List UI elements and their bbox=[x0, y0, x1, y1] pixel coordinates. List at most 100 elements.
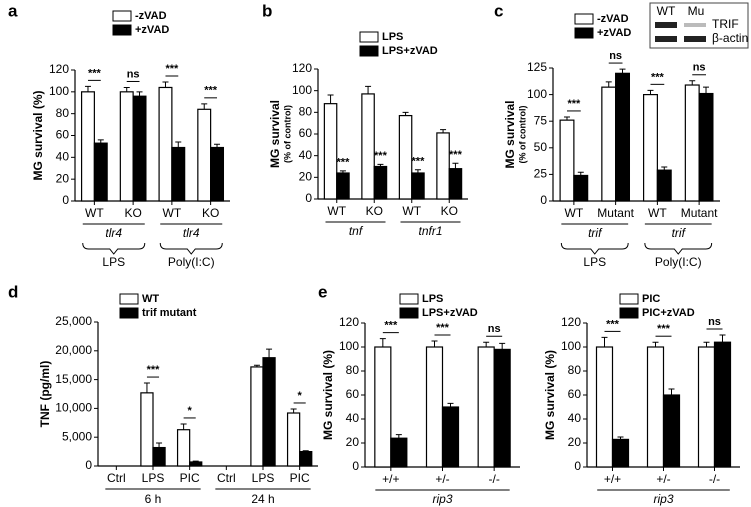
error-bar bbox=[253, 364, 260, 367]
error-bar bbox=[290, 408, 297, 414]
y-tick-label: 100 bbox=[339, 339, 359, 353]
error-bar bbox=[339, 170, 346, 173]
significance: *** bbox=[147, 364, 161, 376]
bar bbox=[398, 114, 413, 200]
bar bbox=[250, 366, 264, 467]
bar bbox=[436, 132, 450, 200]
error-bar bbox=[601, 336, 608, 347]
y-tick-label: 0 bbox=[85, 458, 92, 472]
y-tick-label: 120 bbox=[339, 315, 359, 329]
legend-label: PIC bbox=[642, 293, 660, 305]
y-axis-label: TNF (pg/ml) bbox=[38, 361, 52, 428]
y-tick-label: 0 bbox=[62, 193, 69, 207]
legend-swatch bbox=[112, 24, 132, 36]
x-tick-label: WT bbox=[163, 206, 182, 220]
blot-lane: Mu bbox=[688, 4, 705, 18]
legend-swatch bbox=[112, 10, 132, 22]
gene-label: rip3 bbox=[432, 492, 452, 506]
bar bbox=[262, 357, 276, 467]
x-tick-label: Mutant bbox=[681, 206, 718, 220]
x-tick-label: WT bbox=[648, 206, 667, 220]
bar bbox=[411, 172, 425, 200]
legend-swatch bbox=[574, 27, 594, 39]
error-bar bbox=[577, 171, 584, 176]
significance: *** bbox=[449, 149, 463, 161]
x-tick-label: +/+ bbox=[382, 472, 399, 486]
error-bar bbox=[302, 450, 309, 452]
error-bar bbox=[605, 81, 612, 88]
bar bbox=[132, 95, 147, 202]
error-bar bbox=[402, 111, 409, 116]
significance: *** bbox=[374, 150, 388, 162]
y-tick-label: 80 bbox=[56, 106, 70, 120]
legend-label: -zVAD bbox=[135, 10, 167, 22]
x-tick-label: KO bbox=[202, 206, 219, 220]
bar bbox=[158, 86, 173, 202]
x-tick-label: Ctrl bbox=[107, 471, 126, 485]
legend-label: WT bbox=[142, 293, 159, 305]
bar bbox=[684, 84, 700, 202]
y-axis-label-sub: (% of control) bbox=[282, 105, 292, 163]
y-tick-label: 75 bbox=[534, 113, 548, 127]
error-bar bbox=[84, 85, 91, 92]
significance: *** bbox=[567, 98, 581, 110]
y-tick-label: 40 bbox=[56, 150, 70, 164]
error-bar bbox=[214, 143, 221, 148]
error-bar bbox=[395, 434, 402, 439]
y-tick-label: 50 bbox=[534, 140, 548, 154]
bar bbox=[615, 72, 631, 202]
error-bar bbox=[180, 423, 187, 430]
y-tick-label: 5,000 bbox=[62, 429, 92, 443]
brace bbox=[159, 242, 223, 255]
legend-swatch bbox=[119, 307, 139, 319]
bar bbox=[140, 392, 154, 467]
y-tick-label: 100 bbox=[49, 84, 69, 98]
x-tick-label: WT bbox=[85, 206, 104, 220]
panel-letter: a bbox=[8, 1, 18, 20]
error-bar bbox=[652, 341, 659, 347]
treatment-label: 6 h bbox=[145, 492, 162, 506]
y-tick-label: 40 bbox=[299, 148, 313, 162]
legend-swatch bbox=[359, 31, 379, 43]
y-tick-label: 60 bbox=[568, 387, 582, 401]
legend-label: LPS+zVAD bbox=[382, 45, 438, 57]
legend-label: LPS+zVAD bbox=[422, 307, 478, 319]
error-bar bbox=[563, 116, 570, 121]
brace bbox=[560, 242, 629, 255]
legend-swatch bbox=[399, 307, 419, 319]
y-tick-label: 100 bbox=[527, 87, 547, 101]
bar bbox=[374, 346, 392, 468]
bar bbox=[662, 394, 681, 468]
significance: *** bbox=[337, 157, 351, 169]
error-bar bbox=[201, 103, 208, 110]
error-bar bbox=[619, 68, 626, 74]
legend-label: trif mutant bbox=[142, 307, 197, 319]
bar bbox=[210, 146, 225, 202]
error-bar bbox=[617, 436, 624, 440]
bar bbox=[698, 92, 714, 202]
y-tick-label: 20 bbox=[346, 435, 360, 449]
blot-band-label: TRIF bbox=[712, 17, 739, 31]
error-bar bbox=[377, 163, 384, 167]
error-bar bbox=[192, 460, 199, 462]
significance: *** bbox=[165, 63, 179, 75]
x-tick-label: KO bbox=[124, 206, 141, 220]
bar bbox=[336, 172, 350, 200]
error-bar bbox=[162, 81, 169, 88]
brace bbox=[82, 242, 146, 255]
error-bar bbox=[97, 139, 104, 144]
gene-label: tnfr1 bbox=[418, 224, 442, 238]
y-tick-label: 40 bbox=[346, 411, 360, 425]
error-bar bbox=[703, 341, 710, 347]
y-axis-label: MG survival (%) bbox=[543, 350, 557, 440]
error-bar bbox=[365, 85, 372, 94]
error-bar bbox=[266, 348, 273, 358]
legend-label: LPS bbox=[382, 31, 403, 43]
x-tick-label: KO bbox=[441, 204, 458, 218]
significance: * bbox=[298, 390, 303, 402]
treatment-label: LPS bbox=[102, 255, 125, 269]
blot-band bbox=[684, 36, 706, 42]
significance: *** bbox=[606, 318, 620, 330]
bar bbox=[646, 346, 665, 468]
